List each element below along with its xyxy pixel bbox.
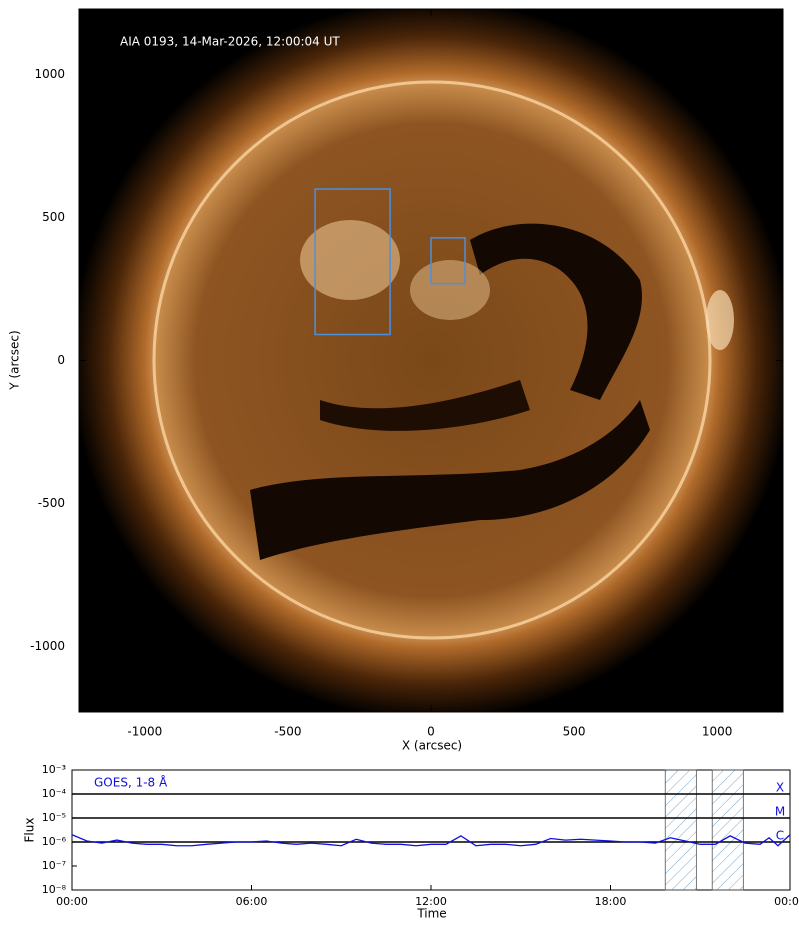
y-tick-label: 10⁻⁷ [42,859,66,872]
coronal-hole [250,400,650,560]
highlight-span [711,769,744,891]
y-tick-label: 10⁻⁶ [42,835,67,848]
flare-class-label: X [776,781,784,795]
y-axis-label: Y (arcsec) [8,330,22,390]
y-axis-label: Flux [23,818,37,843]
y-tick-label: 0 [57,353,65,367]
highlight-span [664,769,697,891]
region-box [314,188,391,336]
y-tick-label: -1000 [30,639,65,653]
active-region [410,260,490,320]
x-tick-label: 500 [563,725,586,739]
x-tick-label: 06:00 [236,895,268,908]
image-annotation: AIA 0193, 14-Mar-2026, 12:00:04 UT [120,35,340,49]
y-tick-label: 10⁻⁴ [42,787,67,800]
y-tick-label: 1000 [34,67,65,81]
coronal-hole [320,380,530,431]
y-tick-label: 10⁻⁵ [42,811,66,824]
legend-entry: GOES, 1-8 Å [94,775,168,790]
x-tick-label: 0 [427,725,435,739]
y-tick-label: 500 [42,210,65,224]
x-tick-label: 18:00 [595,895,627,908]
x-axis-label: Time [416,907,446,921]
active-region [300,220,400,300]
region-box [430,237,466,285]
solar-image [79,9,783,712]
x-tick-label: 00:00 [56,895,88,908]
flare-class-label: M [775,805,785,819]
solar-disk [152,80,712,640]
coronal-hole [470,223,642,400]
x-tick-label: 00:00 [774,895,799,908]
limb-brightening [706,290,734,350]
x-tick-label: -1000 [127,725,162,739]
x-tick-label: 12:00 [415,895,447,908]
y-tick-label: 10⁻³ [42,763,66,776]
flux-line [71,834,791,847]
x-axis-label: X (arcsec) [402,739,462,753]
y-tick-label: 10⁻⁸ [42,883,67,896]
x-tick-label: 1000 [702,725,733,739]
x-tick-label: -500 [274,725,301,739]
y-tick-label: -500 [38,496,65,510]
flare-class-label: C [776,829,784,843]
